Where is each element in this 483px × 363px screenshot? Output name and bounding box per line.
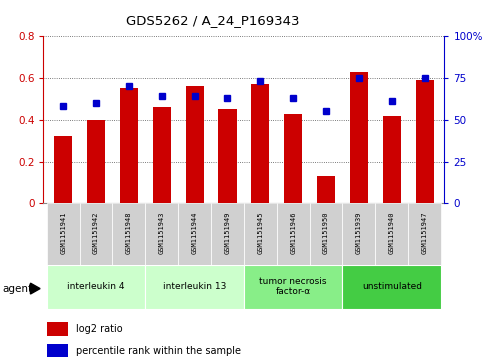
Bar — [342, 203, 375, 265]
Bar — [80, 203, 113, 265]
Bar — [244, 265, 342, 309]
Bar — [218, 109, 237, 203]
Bar — [113, 203, 145, 265]
Bar — [87, 120, 105, 203]
Text: GDS5262 / A_24_P169343: GDS5262 / A_24_P169343 — [126, 15, 299, 28]
Bar — [310, 203, 342, 265]
Text: GSM1151950: GSM1151950 — [323, 212, 329, 254]
Text: GSM1151946: GSM1151946 — [290, 212, 296, 254]
Text: GSM1151944: GSM1151944 — [192, 212, 198, 254]
Text: GSM1151940: GSM1151940 — [389, 212, 395, 254]
Bar — [415, 80, 434, 203]
Text: agent: agent — [2, 284, 32, 294]
Bar — [251, 84, 270, 203]
Text: GSM1151945: GSM1151945 — [257, 212, 263, 254]
Bar — [120, 89, 138, 203]
Bar — [153, 107, 171, 203]
Bar — [383, 115, 401, 203]
Bar — [342, 265, 441, 309]
Bar — [277, 203, 310, 265]
Text: unstimulated: unstimulated — [362, 282, 422, 291]
Text: interleukin 4: interleukin 4 — [67, 282, 125, 291]
Text: log2 ratio: log2 ratio — [75, 324, 122, 334]
Bar — [47, 203, 80, 265]
Text: GSM1151949: GSM1151949 — [225, 212, 230, 254]
Bar — [47, 322, 68, 336]
Text: GSM1151941: GSM1151941 — [60, 212, 66, 254]
Text: GSM1151939: GSM1151939 — [356, 212, 362, 254]
Polygon shape — [30, 283, 40, 294]
Bar — [185, 86, 204, 203]
Bar — [178, 203, 211, 265]
Text: interleukin 13: interleukin 13 — [163, 282, 227, 291]
Text: GSM1151947: GSM1151947 — [422, 212, 427, 254]
Text: GSM1151948: GSM1151948 — [126, 212, 132, 254]
Bar — [244, 203, 277, 265]
Bar — [317, 176, 335, 203]
Text: percentile rank within the sample: percentile rank within the sample — [75, 346, 241, 356]
Bar — [350, 72, 368, 203]
Bar — [54, 136, 72, 203]
Bar — [408, 203, 441, 265]
Bar — [375, 203, 408, 265]
Bar — [47, 344, 68, 357]
Text: GSM1151943: GSM1151943 — [159, 212, 165, 254]
Bar — [47, 265, 145, 309]
Bar — [211, 203, 244, 265]
Bar — [284, 114, 302, 203]
Text: GSM1151942: GSM1151942 — [93, 212, 99, 254]
Bar — [145, 265, 244, 309]
Bar — [145, 203, 178, 265]
Text: tumor necrosis
factor-α: tumor necrosis factor-α — [259, 277, 327, 297]
